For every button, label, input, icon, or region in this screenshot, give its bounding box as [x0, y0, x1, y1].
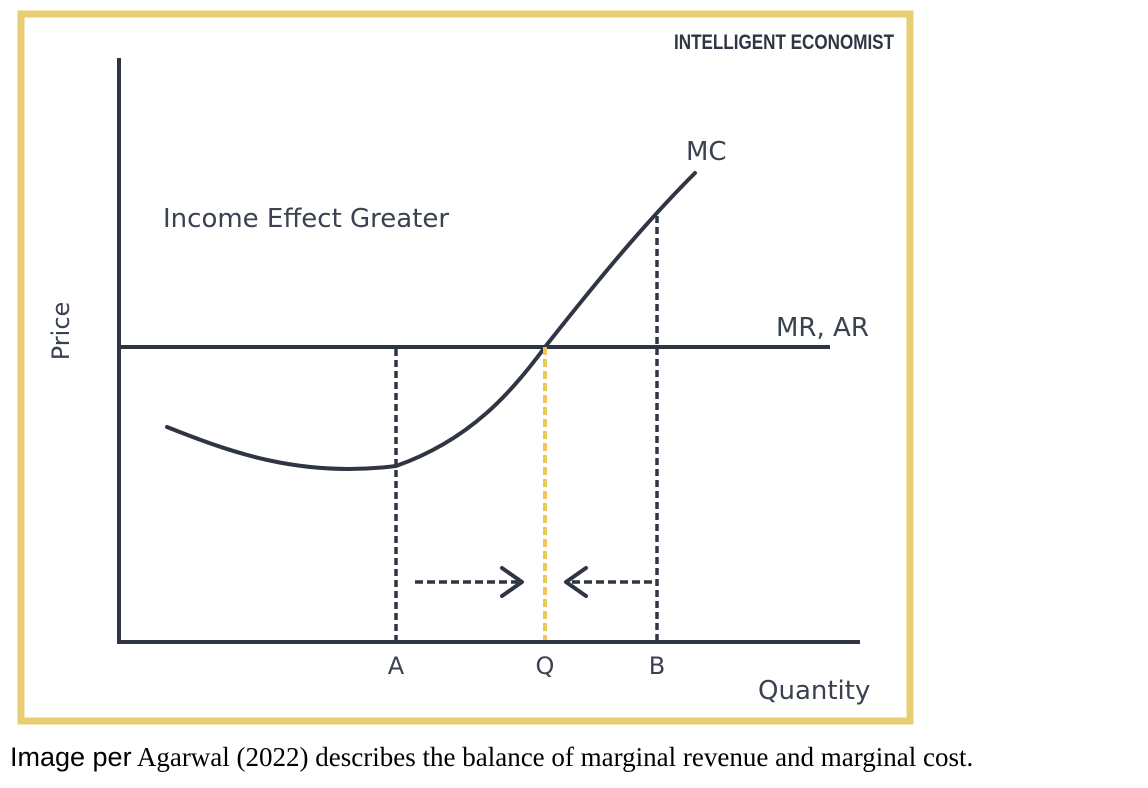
mr-ar-label: MR, AR: [776, 313, 869, 343]
y-axis-label: Price: [47, 302, 75, 361]
right-arrow: [415, 566, 524, 598]
left-arrow: [564, 566, 652, 598]
figure-caption: Image per Agarwal (2022) describes the b…: [10, 740, 1144, 775]
mc-label: MC: [686, 137, 727, 167]
brand-logo: INTELLIGENT ECONOMIST: [674, 31, 894, 54]
tick-label-q: Q: [536, 652, 555, 680]
diagram-frame: [17, 10, 914, 725]
tick-label-b: B: [649, 652, 665, 680]
caption-lead: Image per: [10, 742, 132, 772]
income-effect-label: Income Effect Greater: [163, 204, 449, 234]
mc-curve: [165, 171, 697, 471]
caption-body: Agarwal (2022) describes the balance of …: [131, 742, 974, 772]
x-axis-label: Quantity: [758, 676, 870, 706]
tick-label-a: A: [388, 652, 405, 680]
